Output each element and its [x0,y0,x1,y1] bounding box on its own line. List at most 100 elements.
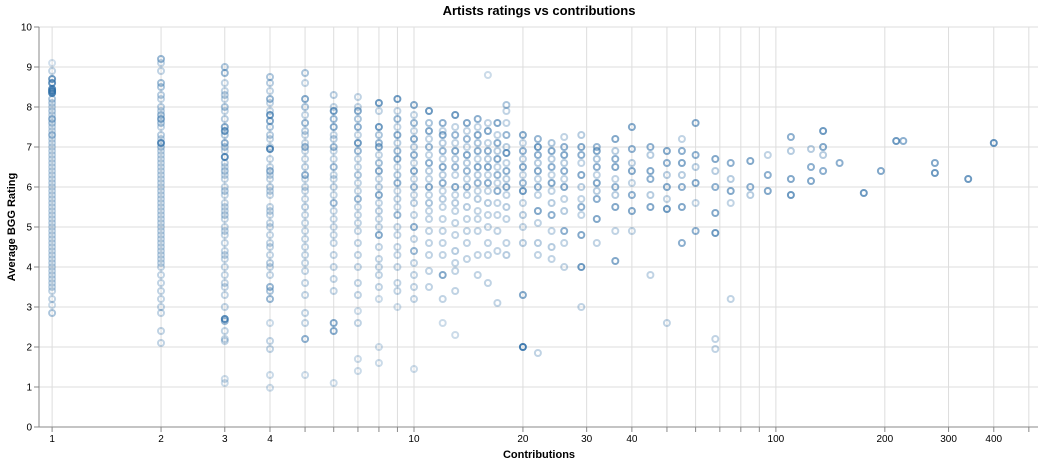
data-point [502,191,511,199]
data-point [329,263,338,271]
data-point [533,239,542,247]
data-point [560,195,569,203]
data-point [157,203,165,211]
data-point [301,155,310,163]
data-point [48,259,57,267]
data-point [157,215,165,223]
data-point [48,103,57,111]
data-point [425,267,433,275]
data-point [483,163,492,171]
data-point [220,291,229,299]
data-point [393,251,402,259]
data-point [425,159,433,167]
data-point [677,203,686,211]
data-point [627,227,636,235]
data-point [473,155,482,163]
data-point [438,171,447,179]
data-point [220,175,229,183]
data-point [301,291,310,299]
data-point [592,195,601,203]
y-tick-label: 0 [26,423,32,434]
data-point [410,365,418,373]
data-point [220,159,229,167]
data-point [393,263,402,271]
data-point [592,239,601,247]
data-point [493,163,502,171]
data-point [266,95,274,103]
data-point [353,203,362,211]
data-point [266,99,274,107]
data-point [425,119,433,127]
data-point [301,243,310,251]
data-point [502,101,511,109]
data-point [48,207,57,215]
data-point [786,147,795,155]
data-point [518,187,527,195]
data-point [393,279,402,287]
data-point [518,343,527,351]
data-point [438,203,447,211]
data-point [374,123,383,131]
data-point [438,131,447,139]
data-point [560,263,569,271]
data-point [410,271,418,279]
data-point [438,195,447,203]
data-point [547,211,556,219]
data-point [393,195,402,203]
data-point [425,135,433,143]
data-point [157,251,165,259]
data-point [393,155,402,163]
data-point [220,107,229,115]
y-tick-label: 4 [26,263,32,274]
data-point [533,135,542,143]
points-layer [48,55,998,392]
data-point [48,155,57,163]
data-point [483,147,492,155]
data-point [533,159,542,167]
chart-title: Artists ratings vs contributions [443,3,636,18]
data-point [266,155,274,163]
data-point [157,191,165,199]
data-point [425,167,433,175]
data-point [502,159,511,167]
data-point [329,163,338,171]
data-point [48,287,57,295]
data-point [220,87,229,95]
data-point [533,183,542,191]
data-point [353,131,362,139]
data-point [301,309,310,317]
data-point [473,251,482,259]
data-point [48,227,57,235]
data-point [266,223,274,231]
data-point [48,115,57,123]
data-point [819,151,828,159]
data-point [627,191,636,199]
data-point [393,203,402,211]
data-point [547,155,556,163]
data-point [157,163,165,171]
data-point [560,159,569,167]
data-point [220,143,229,151]
data-point [711,155,720,163]
data-point [157,243,165,251]
data-point [483,155,492,163]
data-point [301,187,310,195]
data-point [691,199,700,207]
data-point [329,319,338,327]
data-point [301,79,310,87]
data-point [560,207,569,215]
data-point [220,167,229,175]
data-point [592,155,601,163]
data-point [611,257,620,265]
data-point [438,155,447,163]
data-point [329,199,338,207]
data-point [410,119,418,127]
data-point [353,93,362,101]
data-point [462,135,471,143]
data-point [518,223,527,231]
data-point [493,299,502,307]
data-point [438,295,447,303]
x-tick-label: 20 [517,434,529,445]
data-point [425,207,433,215]
data-point [438,319,447,327]
